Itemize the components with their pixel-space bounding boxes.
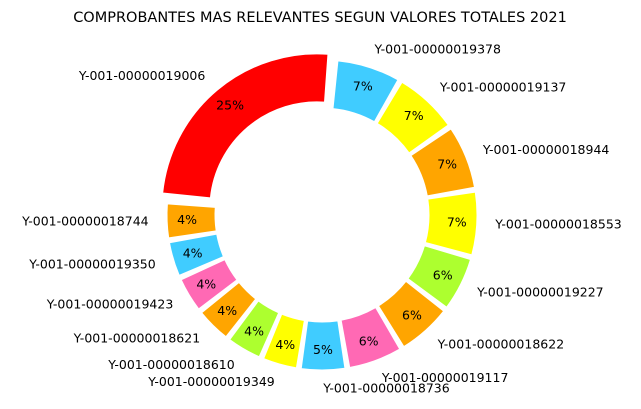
slice-Y-001-00000019006 bbox=[162, 53, 329, 199]
slice-label: Y-001-00000018736 bbox=[322, 380, 450, 395]
slice-Y-001-00000018553 bbox=[424, 191, 478, 256]
slice-label: Y-001-00000019006 bbox=[78, 68, 206, 83]
slice-percent-label: 6% bbox=[359, 334, 379, 349]
slice-percent-label: 4% bbox=[177, 212, 197, 227]
percent-labels-group: 25%4%4%4%4%4%4% 5%6%6%6%7%7%7%7% bbox=[177, 78, 467, 357]
slice-percent-label: 7% bbox=[404, 108, 424, 123]
chart-title: COMPROBANTES MAS RELEVANTES SEGUN VALORE… bbox=[73, 10, 567, 26]
slice-label: Y-001-00000019350 bbox=[28, 257, 156, 272]
slice-Y-001-00000019349 bbox=[263, 313, 305, 369]
slice-label: Y-001-00000018610 bbox=[107, 357, 235, 372]
slice-label: Y-001-00000018744 bbox=[21, 214, 149, 229]
slice-percent-label: 4% bbox=[275, 337, 295, 352]
slice-Y-001-00000018610 bbox=[229, 300, 280, 358]
slice-percent-label: 4% bbox=[183, 246, 203, 261]
slice-Y-001-00000018621 bbox=[201, 281, 257, 338]
slice-Y-001-00000018944 bbox=[410, 128, 476, 197]
slice-label: Y-001-00000019227 bbox=[476, 285, 604, 300]
slice-label: Y-001-00000018621 bbox=[73, 331, 201, 346]
slice-percent-label: 4% bbox=[244, 324, 264, 339]
slice-Y-001-00000019137 bbox=[376, 81, 449, 154]
slice-Y-001-00000019378 bbox=[332, 60, 399, 123]
slice-Y-001-00000019423 bbox=[180, 259, 238, 310]
slice-Y-001-00000018622 bbox=[377, 280, 445, 348]
slice-percent-label: 6% bbox=[402, 308, 422, 323]
slice-label: Y-001-00000019137 bbox=[439, 80, 567, 95]
slice-percent-label: 7% bbox=[447, 215, 467, 230]
slice-label: Y-001-00000018622 bbox=[437, 336, 565, 351]
slice-percent-label: 7% bbox=[353, 78, 373, 93]
slice-percent-label: 7% bbox=[437, 156, 457, 171]
slice-label: Y-001-00000018553 bbox=[494, 217, 622, 232]
slice-Y-001-00000019117 bbox=[340, 306, 401, 369]
slices-group bbox=[162, 53, 478, 371]
slice-label: Y-001-00000019349 bbox=[147, 374, 275, 389]
slice-percent-label: 4% bbox=[196, 277, 216, 292]
slice-Y-001-00000018736 bbox=[300, 320, 346, 371]
slice-label: Y-001-00000018944 bbox=[482, 142, 610, 157]
slice-Y-001-00000019350 bbox=[168, 233, 225, 276]
slice-label: Y-001-00000019378 bbox=[373, 42, 501, 57]
slice-percent-label: 6% bbox=[433, 267, 453, 282]
slice-Y-001-00000018744 bbox=[166, 203, 217, 239]
slice-percent-label: 25% bbox=[216, 97, 244, 112]
slice-label: Y-001-00000019117 bbox=[381, 370, 509, 385]
slice-label: Y-001-00000019423 bbox=[46, 296, 174, 311]
slice-Y-001-00000019227 bbox=[407, 245, 472, 308]
slice-labels-group: Y-001-00000019006 Y-001-00000018744 Y-001-… bbox=[21, 42, 622, 396]
slice-percent-label: 4% bbox=[217, 303, 237, 318]
slice-percent-label: 5% bbox=[313, 342, 333, 357]
